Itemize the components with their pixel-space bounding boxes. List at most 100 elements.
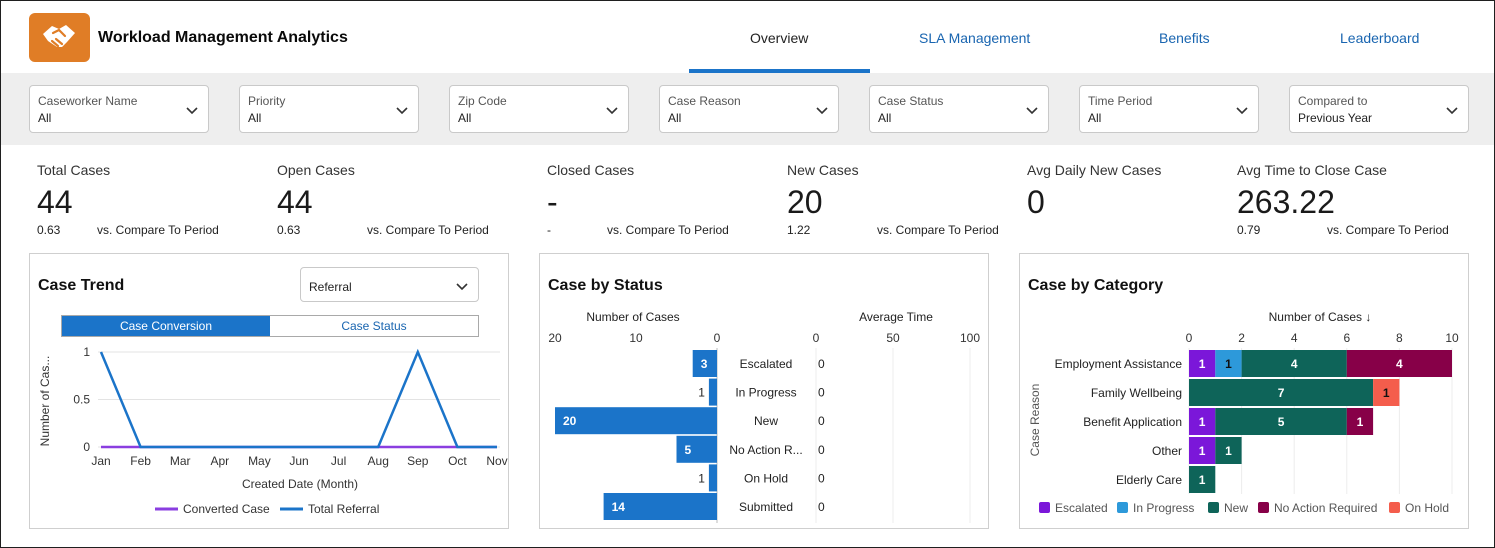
active-tab-indicator [689,69,870,73]
filter-case-reason[interactable]: Case Reason All [659,85,839,133]
y-axis-label: Number of Cas... [38,356,52,447]
app-title: Workload Management Analytics [98,29,348,46]
bar-segment-new [1241,350,1347,377]
avg-time-value: 0 [818,414,825,428]
tab-leaderboard[interactable]: Leaderboard [1340,30,1420,46]
x-tick-label: 0 [1186,331,1193,345]
kpi-change: - [547,223,551,237]
segment-value-label: 1 [1357,415,1364,429]
bar-submitted [603,493,717,520]
avg-time-value: 0 [818,500,825,514]
kpi-change: 0.63 [37,223,61,237]
segment-value-label: 1 [1199,444,1206,458]
legend-label: Escalated [1055,501,1108,515]
filter-label: Caseworker Name [38,94,138,108]
kpi-value: 44 [37,184,73,220]
case-trend-select[interactable]: Referral [300,267,479,302]
handshake-icon [29,13,90,62]
filter-zip-code[interactable]: Zip Code All [449,85,629,133]
kpi-value: - [547,184,558,220]
chevron-down-icon [1446,107,1458,115]
bar-value-label: 5 [685,443,692,457]
filter-priority[interactable]: Priority All [239,85,419,133]
filter-value: All [458,111,472,125]
kpi-compare: vs. Compare To Period [607,223,729,237]
kpi-value: 0 [1027,184,1045,220]
bar-segment-new [1215,408,1347,435]
legend-label: On Hold [1405,501,1449,515]
bar-value-label: 1 [698,386,705,400]
avg-time-value: 0 [818,471,825,485]
case-trend-card: Case Trend Referral Case Conversion Case… [29,253,509,529]
kpi-label: Open Cases [277,162,355,178]
tab-overview[interactable]: Overview [750,30,809,46]
bar-segment-on-hold [1373,379,1400,406]
filter-case-status[interactable]: Case Status All [869,85,1049,133]
kpi-compare: vs. Compare To Period [877,223,999,237]
bar-segment-new [1189,466,1216,493]
avg-time-value: 0 [818,443,825,457]
chevron-down-icon [606,107,618,115]
segment-value-label: 4 [1396,357,1403,371]
filter-bar: Caseworker Name All Priority All Zip Cod… [1,73,1494,145]
legend-swatch [1208,502,1219,513]
y-tick-label: 1 [83,345,90,359]
y-axis-title: Case Reason [1028,384,1042,457]
chevron-down-icon [1026,107,1038,115]
category-label: Elderly Care [1116,473,1182,487]
case-category-card: Case by Category Number of Cases ↓ 0 2 4 6 8 1… [1019,253,1469,529]
bar-segment-escalated [1189,408,1216,435]
kpi-change: 1.22 [787,223,811,237]
case-trend-title: Case Trend [38,277,125,294]
right-axis-title: Average Time [859,310,933,324]
legend-label: In Progress [1133,501,1194,515]
legend-label: Converted Case [183,502,270,516]
kpi-label: Closed Cases [547,162,635,178]
bar-new [555,407,717,435]
chevron-down-icon [816,107,828,115]
bar-segment-escalated [1189,350,1216,377]
filter-value: Previous Year [1298,111,1373,125]
kpi-label: New Cases [787,162,859,178]
category-label: Employment Assistance [1055,357,1183,371]
case-category-chart: Number of Cases ↓ 0 2 4 6 8 10 Case Reason Emplo… [1028,310,1459,515]
filter-label: Zip Code [458,94,507,108]
tab-sla-management[interactable]: SLA Management [919,30,1031,46]
filter-label: Priority [248,94,286,108]
x-tick-label: 4 [1291,331,1298,345]
avg-time-value: 0 [818,386,825,400]
filter-label: Time Period [1088,94,1153,108]
x-tick-label: Sep [407,454,429,468]
kpi-compare: vs. Compare To Period [97,223,219,237]
category-label: Other [1152,444,1182,458]
x-tick-label: Jun [289,454,308,468]
segment-value-label: 1 [1383,386,1390,400]
segment-value-label: 1 [1199,357,1206,371]
series-line-total-referral [99,348,497,449]
filter-caseworker-name[interactable]: Caseworker Name All [29,85,209,133]
filter-compared-to[interactable]: Compared to Previous Year [1289,85,1469,133]
kpi-label: Avg Daily New Cases [1027,162,1162,178]
tab-benefits[interactable]: Benefits [1159,30,1210,46]
legend-swatch [1258,502,1269,513]
x-tick-label: Feb [130,454,151,468]
filter-value: All [1088,111,1102,125]
category-label: New [754,414,778,428]
x-tick-label: 8 [1396,331,1403,345]
segment-value-label: 1 [1199,473,1206,487]
left-tick-label: 10 [629,331,643,345]
legend-label: No Action Required [1274,501,1377,515]
bar-escalated [692,350,717,377]
toggle-case-conversion[interactable]: Case Conversion [62,316,270,336]
filter-value: All [878,111,892,125]
filter-time-period[interactable]: Time Period All [1079,85,1259,133]
category-label: Family Wellbeing [1091,386,1182,400]
category-label: On Hold [744,471,788,485]
category-label: No Action R... [729,443,802,457]
x-tick-label: Jan [91,454,110,468]
legend-swatch [1039,502,1050,513]
bar-value-label: 14 [612,500,626,514]
category-label: In Progress [735,386,796,400]
toggle-case-status[interactable]: Case Status [341,319,407,333]
